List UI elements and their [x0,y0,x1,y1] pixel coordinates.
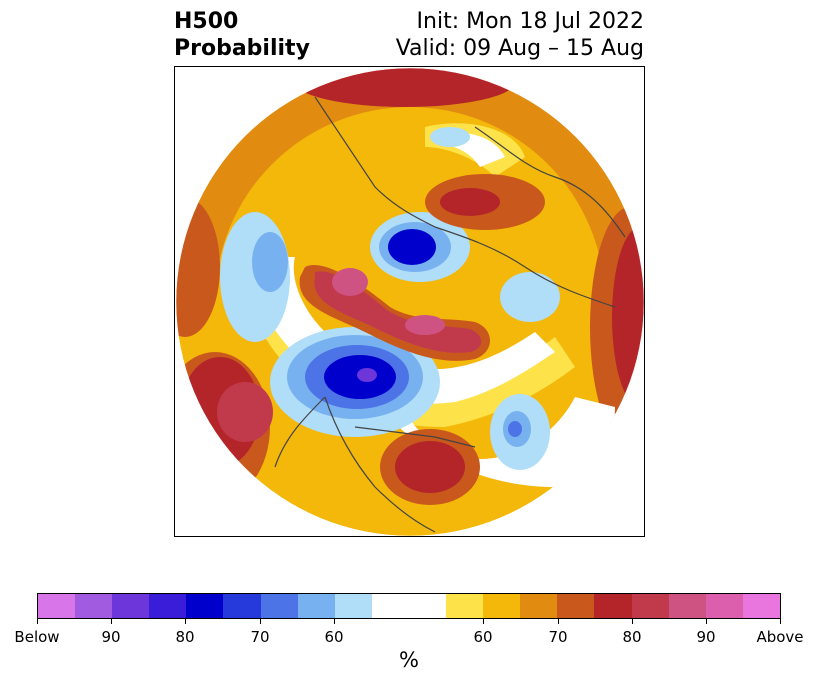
colorbar-tick [558,619,559,624]
colorbar-tick [706,619,707,624]
colorbar-segment [742,594,780,618]
colorbar-tick-label: 90 [101,628,121,646]
colorbar [37,593,781,619]
colorbar-tick [334,619,335,624]
colorbar-segment [260,594,298,618]
probability-map-svg [175,67,644,536]
colorbar-tick-label-below: Below [14,628,60,646]
colorbar-tick [111,619,112,624]
valid-range-label: Valid: 09 Aug – 15 Aug [395,36,644,61]
colorbar-tick-label: 80 [175,628,195,646]
product-label: Probability [174,36,310,61]
coastlines [274,96,626,533]
colorbar-segment-neutral [371,594,447,618]
colorbar-segment [112,594,150,618]
colorbar-tick-label: 80 [622,628,642,646]
colorbar-tick-label: 60 [324,628,344,646]
init-date-label: Init: Mon 18 Jul 2022 [416,9,644,34]
colorbar-tick-label: 60 [473,628,493,646]
colorbar-tick-label: 90 [696,628,716,646]
chart-title-right: Init: Mon 18 Jul 2022 Valid: 09 Aug – 15… [396,8,644,62]
colorbar-segment [149,594,187,618]
colorbar-segment [705,594,743,618]
colorbar-segment [446,594,484,618]
colorbar-segment [223,594,261,618]
colorbar-segment [75,594,113,618]
colorbar-segment [334,594,372,618]
variable-label: H500 [174,9,239,34]
chart-title-left: H500 Probability [174,8,310,62]
polar-map [174,66,645,537]
colorbar-tick-label-above: Above [756,628,804,646]
colorbar-tick-label: 70 [548,628,568,646]
colorbar-segment [631,594,669,618]
colorbar-tick [780,619,781,624]
colorbar-segment [557,594,595,618]
colorbar-segment [297,594,335,618]
colorbar-segment [594,594,632,618]
colorbar-tick [260,619,261,624]
colorbar-segment [668,594,706,618]
colorbar-segment [520,594,558,618]
colorbar-tick-label: 70 [250,628,270,646]
colorbar-tick [483,619,484,624]
colorbar-segment [483,594,521,618]
colorbar-segment [38,594,76,618]
colorbar-tick [632,619,633,624]
colorbar-tick [185,619,186,624]
probability-field [176,68,644,536]
colorbar-segment [186,594,224,618]
colorbar-tick [37,619,38,624]
colorbar-unit-label: % [399,648,419,672]
